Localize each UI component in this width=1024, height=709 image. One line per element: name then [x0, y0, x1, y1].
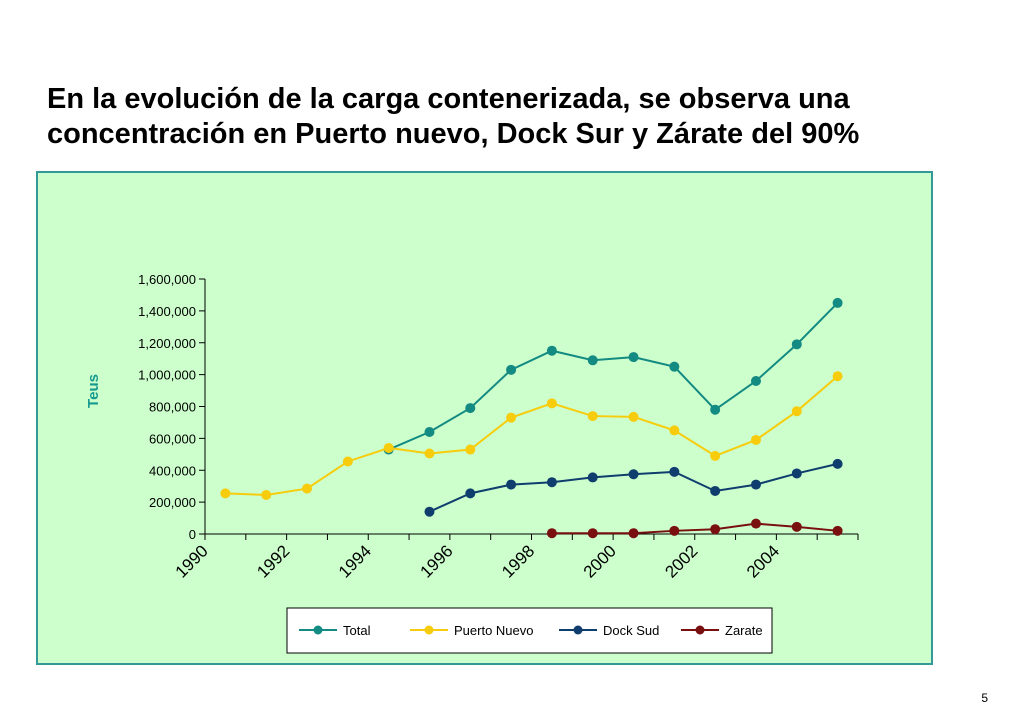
data-point [710, 404, 721, 415]
chart-panel: Teus 0 200,000 400,000 600,000 800,000 1,000,… [36, 171, 933, 665]
data-point [791, 406, 802, 417]
data-point [342, 456, 353, 467]
data-point [791, 468, 802, 479]
data-point [424, 448, 435, 459]
chart-series-layer [220, 297, 843, 539]
legend-marker [424, 625, 434, 635]
data-point [383, 442, 394, 453]
series-line [388, 302, 839, 451]
data-point [506, 479, 517, 490]
y-tick-label: 1,600,000 [138, 272, 196, 287]
legend-label: Total [343, 623, 371, 638]
y-tick-label: 200,000 [149, 495, 196, 510]
data-point [791, 521, 802, 532]
data-point [750, 479, 761, 490]
y-tick-label: 1,200,000 [138, 336, 196, 351]
x-tick-label: 2000 [580, 541, 620, 581]
data-point [669, 466, 680, 477]
data-point [628, 469, 639, 480]
data-point [465, 488, 476, 499]
data-point [628, 411, 639, 422]
y-tick-label: 400,000 [149, 463, 196, 478]
data-point [546, 528, 557, 539]
data-point [506, 412, 517, 423]
data-point [546, 398, 557, 409]
x-tick-label: 1990 [172, 541, 212, 581]
chart-legend: Total Puerto Nuevo Dock Sud Zarate [286, 607, 773, 654]
data-point [546, 345, 557, 356]
data-point [750, 434, 761, 445]
data-point [710, 524, 721, 535]
x-tick-label: 1994 [335, 541, 375, 581]
series-zarate [546, 518, 843, 539]
data-point [587, 528, 598, 539]
data-point [220, 488, 231, 499]
data-point [587, 411, 598, 422]
page-number: 5 [981, 691, 988, 705]
data-point [832, 458, 843, 469]
x-tick-label: 1998 [498, 541, 538, 581]
data-point [750, 376, 761, 386]
x-tick-label: 2004 [743, 541, 783, 581]
data-point [587, 355, 598, 366]
data-point [546, 477, 557, 488]
data-point [587, 472, 598, 483]
legend-label: Zarate [725, 623, 763, 638]
data-point [750, 518, 761, 529]
series-line [225, 375, 839, 496]
data-point [628, 352, 639, 363]
data-point [261, 489, 272, 500]
data-point [628, 528, 639, 539]
data-point [832, 525, 843, 536]
y-axis-label: Teus [85, 374, 102, 408]
data-point [669, 525, 680, 536]
series-total [383, 297, 843, 455]
data-point [710, 485, 721, 496]
data-point [465, 444, 476, 455]
x-tick-label: 2002 [661, 541, 701, 581]
slide-title-line-2: concentración en Puerto nuevo, Dock Sur … [47, 118, 860, 150]
series-dock-sud [424, 458, 843, 517]
series-line [551, 522, 838, 535]
data-point [710, 450, 721, 461]
legend-label: Dock Sud [603, 623, 659, 638]
series-puerto-nuevo [220, 371, 843, 500]
legend-label: Puerto Nuevo [454, 623, 534, 638]
legend-marker [573, 625, 583, 635]
data-point [302, 483, 313, 494]
y-tick-label: 0 [189, 527, 196, 542]
y-tick-label: 600,000 [149, 431, 196, 446]
slide-title-line-1: En la evolución de la carga contenerizad… [47, 83, 850, 115]
data-point [465, 403, 476, 414]
y-tick-label: 1,000,000 [138, 368, 196, 383]
y-tick-label: 1,400,000 [138, 304, 196, 319]
data-point [791, 339, 802, 350]
slide-title: En la evolución de la carga contenerizad… [47, 82, 987, 152]
y-tick-label: 800,000 [149, 400, 196, 415]
data-point [669, 361, 680, 372]
data-point [506, 364, 517, 375]
data-point [832, 297, 843, 308]
data-point [832, 371, 843, 382]
data-point [424, 506, 435, 517]
line-chart: Teus 0 200,000 400,000 600,000 800,000 1,000,… [85, 272, 859, 654]
data-point [669, 425, 680, 436]
x-tick-label: 1996 [417, 541, 457, 581]
legend-marker [313, 625, 323, 635]
legend-marker [695, 625, 705, 635]
data-point [424, 427, 435, 437]
x-tick-label: 1992 [253, 541, 293, 581]
